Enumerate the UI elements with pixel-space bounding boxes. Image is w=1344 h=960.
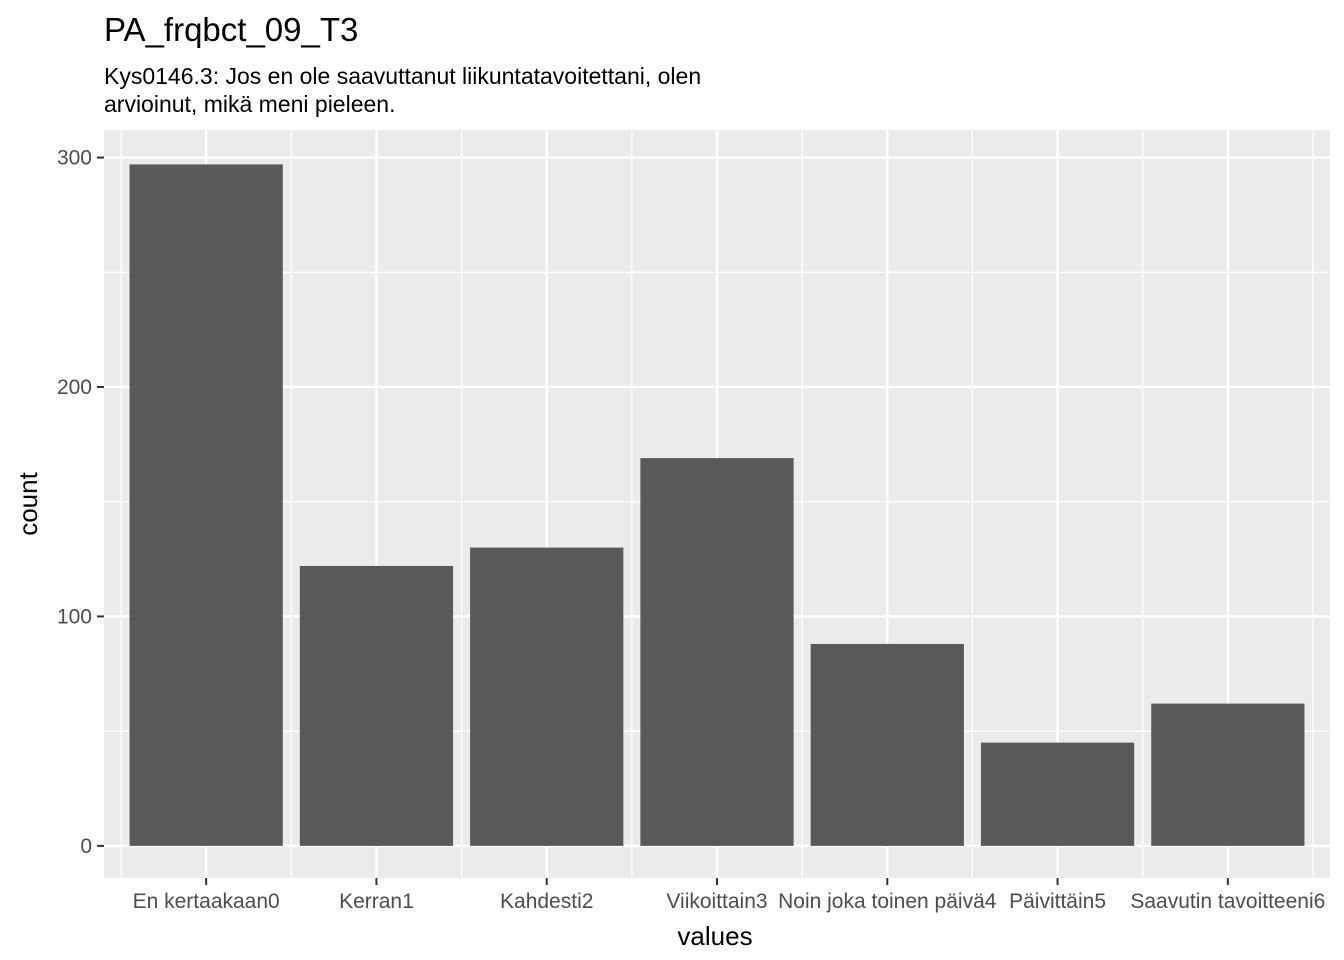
bar — [470, 547, 624, 846]
x-tick-label: Päivittäin5 — [1009, 890, 1106, 913]
y-tick-label: 200 — [57, 376, 92, 399]
bar — [299, 565, 454, 846]
bar — [810, 643, 964, 846]
x-tick-label: En kertaakaan0 — [133, 890, 280, 913]
y-tick-label: 100 — [57, 605, 92, 628]
bar — [980, 742, 1135, 846]
y-axis-title: count — [13, 471, 43, 535]
x-tick-label: Noin joka toinen päivä4 — [778, 890, 997, 913]
y-tick-label: 0 — [80, 835, 92, 858]
chart-subtitle-line-2: arvioinut, mikä meni pieleen. — [104, 91, 395, 117]
bars — [129, 164, 1305, 846]
y-tick-label: 300 — [57, 147, 92, 170]
x-tick-label: Viikoittain3 — [666, 890, 767, 913]
bar — [640, 458, 794, 846]
x-axis: En kertaakaan0 Kerran1 Kahdesti2 Viikoittai… — [133, 878, 1325, 913]
x-tick-label: Kahdesti2 — [500, 890, 593, 913]
x-tick-label: Saavutin tavoitteeni6 — [1130, 890, 1325, 913]
bar — [1151, 703, 1305, 846]
y-axis: 0 100 200 300 — [57, 147, 104, 858]
x-tick-label: Kerran1 — [339, 890, 414, 913]
chart-title: PA_frqbct_09_T3 — [104, 11, 358, 48]
x-axis-title: values — [677, 921, 752, 951]
bar — [129, 164, 283, 846]
chart-subtitle-line-1: Kys0146.3: Jos en ole saavuttanut liikun… — [104, 63, 701, 89]
